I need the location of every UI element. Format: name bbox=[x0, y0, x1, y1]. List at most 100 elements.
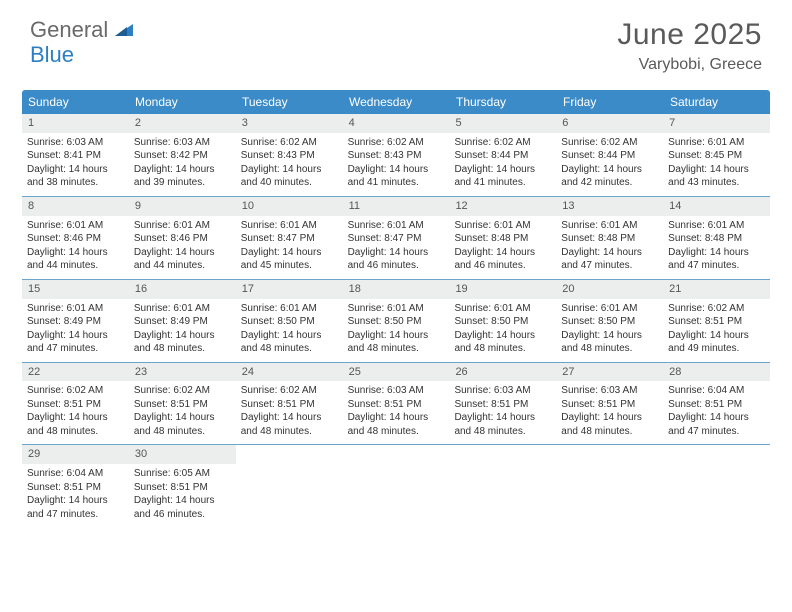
sunrise-line: Sunrise: 6:01 AM bbox=[561, 302, 658, 316]
sunrise-line: Sunrise: 6:01 AM bbox=[348, 219, 445, 233]
sunrise-line: Sunrise: 6:01 AM bbox=[668, 136, 765, 150]
day-body: Sunrise: 6:02 AMSunset: 8:51 PMDaylight:… bbox=[22, 384, 129, 438]
sunset-line: Sunset: 8:50 PM bbox=[241, 315, 338, 329]
sunset-line: Sunset: 8:48 PM bbox=[454, 232, 551, 246]
daylight-line: Daylight: 14 hours and 44 minutes. bbox=[27, 246, 124, 273]
sunset-line: Sunset: 8:47 PM bbox=[348, 232, 445, 246]
daylight-line: Daylight: 14 hours and 41 minutes. bbox=[348, 163, 445, 190]
day-number: 29 bbox=[22, 445, 129, 464]
daylight-line: Daylight: 14 hours and 45 minutes. bbox=[241, 246, 338, 273]
sunrise-line: Sunrise: 6:03 AM bbox=[348, 384, 445, 398]
day-body: Sunrise: 6:01 AMSunset: 8:50 PMDaylight:… bbox=[449, 302, 556, 356]
sunset-line: Sunset: 8:44 PM bbox=[454, 149, 551, 163]
day-body: Sunrise: 6:03 AMSunset: 8:51 PMDaylight:… bbox=[449, 384, 556, 438]
sunrise-line: Sunrise: 6:01 AM bbox=[241, 219, 338, 233]
day-number: 10 bbox=[236, 197, 343, 216]
month-title: June 2025 bbox=[617, 18, 762, 52]
day-number: 6 bbox=[556, 114, 663, 133]
sunrise-line: Sunrise: 6:01 AM bbox=[348, 302, 445, 316]
day-cell: 4Sunrise: 6:02 AMSunset: 8:43 PMDaylight… bbox=[343, 114, 450, 196]
day-body: Sunrise: 6:01 AMSunset: 8:48 PMDaylight:… bbox=[449, 219, 556, 273]
weekday-header: Sunday bbox=[22, 90, 129, 114]
daylight-line: Daylight: 14 hours and 43 minutes. bbox=[668, 163, 765, 190]
daylight-line: Daylight: 14 hours and 48 minutes. bbox=[134, 329, 231, 356]
weekday-header: Monday bbox=[129, 90, 236, 114]
daylight-line: Daylight: 14 hours and 44 minutes. bbox=[134, 246, 231, 273]
sunrise-line: Sunrise: 6:01 AM bbox=[27, 302, 124, 316]
day-cell: 3 Sunrise: 6:02 AMSunset: 8:43 PMDaylight… bbox=[236, 114, 343, 196]
day-cell: 1 Sunrise: 6:03 AMSunset: 8:41 PMDaylight… bbox=[22, 114, 129, 196]
day-body: Sunrise: 6:01 AMSunset: 8:46 PMDaylight:… bbox=[22, 219, 129, 273]
day-cell: . bbox=[343, 445, 450, 527]
sunrise-line: Sunrise: 6:03 AM bbox=[454, 384, 551, 398]
day-body: Sunrise: 6:01 AMSunset: 8:47 PMDaylight:… bbox=[236, 219, 343, 273]
logo-text-1: General bbox=[30, 17, 108, 42]
sunrise-line: Sunrise: 6:01 AM bbox=[454, 219, 551, 233]
daylight-line: Daylight: 14 hours and 42 minutes. bbox=[561, 163, 658, 190]
day-number: 9 bbox=[129, 197, 236, 216]
sunset-line: Sunset: 8:51 PM bbox=[134, 398, 231, 412]
day-cell: 22 Sunrise: 6:02 AMSunset: 8:51 PMDayligh… bbox=[22, 363, 129, 445]
day-cell: 9 Sunrise: 6:01 AMSunset: 8:46 PMDaylight… bbox=[129, 197, 236, 279]
sunset-line: Sunset: 8:46 PM bbox=[27, 232, 124, 246]
day-cell: 5Sunrise: 6:02 AMSunset: 8:44 PMDaylight… bbox=[449, 114, 556, 196]
weekday-header: Thursday bbox=[450, 90, 557, 114]
sunset-line: Sunset: 8:45 PM bbox=[668, 149, 765, 163]
daylight-line: Daylight: 14 hours and 46 minutes. bbox=[348, 246, 445, 273]
daylight-line: Daylight: 14 hours and 48 minutes. bbox=[454, 329, 551, 356]
sunset-line: Sunset: 8:43 PM bbox=[241, 149, 338, 163]
daylight-line: Daylight: 14 hours and 48 minutes. bbox=[134, 411, 231, 438]
week-row: 29Sunrise: 6:04 AMSunset: 8:51 PMDayligh… bbox=[22, 445, 770, 527]
day-cell: 16Sunrise: 6:01 AMSunset: 8:49 PMDayligh… bbox=[129, 280, 236, 362]
day-number: 26 bbox=[449, 363, 556, 382]
daylight-line: Daylight: 14 hours and 47 minutes. bbox=[668, 246, 765, 273]
sunset-line: Sunset: 8:51 PM bbox=[241, 398, 338, 412]
sunset-line: Sunset: 8:51 PM bbox=[668, 398, 765, 412]
logo-triangle-icon bbox=[111, 18, 135, 41]
daylight-line: Daylight: 14 hours and 46 minutes. bbox=[134, 494, 231, 521]
daylight-line: Daylight: 14 hours and 48 minutes. bbox=[27, 411, 124, 438]
day-body: Sunrise: 6:02 AMSunset: 8:44 PMDaylight:… bbox=[449, 136, 556, 190]
day-number: 4 bbox=[343, 114, 450, 133]
sunset-line: Sunset: 8:41 PM bbox=[27, 149, 124, 163]
day-number: 20 bbox=[556, 280, 663, 299]
weekday-header: Saturday bbox=[664, 90, 770, 114]
day-body: Sunrise: 6:04 AMSunset: 8:51 PMDaylight:… bbox=[663, 384, 770, 438]
sunset-line: Sunset: 8:49 PM bbox=[134, 315, 231, 329]
day-number: 23 bbox=[129, 363, 236, 382]
day-body: Sunrise: 6:03 AMSunset: 8:41 PMDaylight:… bbox=[22, 136, 129, 190]
daylight-line: Daylight: 14 hours and 48 minutes. bbox=[561, 329, 658, 356]
sunset-line: Sunset: 8:49 PM bbox=[27, 315, 124, 329]
sunrise-line: Sunrise: 6:04 AM bbox=[27, 467, 124, 481]
day-number: 3 bbox=[236, 114, 343, 133]
day-number: 21 bbox=[663, 280, 770, 299]
sunset-line: Sunset: 8:51 PM bbox=[561, 398, 658, 412]
day-cell: . bbox=[556, 445, 663, 527]
daylight-line: Daylight: 14 hours and 48 minutes. bbox=[561, 411, 658, 438]
logo: GeneralBlue bbox=[30, 18, 135, 66]
day-body: Sunrise: 6:02 AMSunset: 8:43 PMDaylight:… bbox=[236, 136, 343, 190]
day-body: Sunrise: 6:01 AMSunset: 8:50 PMDaylight:… bbox=[343, 302, 450, 356]
day-number: 2 bbox=[129, 114, 236, 133]
location-label: Varybobi, Greece bbox=[617, 56, 762, 74]
day-body: Sunrise: 6:03 AMSunset: 8:42 PMDaylight:… bbox=[129, 136, 236, 190]
day-number: 1 bbox=[22, 114, 129, 133]
day-body: Sunrise: 6:02 AMSunset: 8:51 PMDaylight:… bbox=[663, 302, 770, 356]
day-body: Sunrise: 6:03 AMSunset: 8:51 PMDaylight:… bbox=[556, 384, 663, 438]
day-number: 14 bbox=[663, 197, 770, 216]
day-number: 18 bbox=[343, 280, 450, 299]
sunrise-line: Sunrise: 6:03 AM bbox=[27, 136, 124, 150]
weekday-header: Friday bbox=[557, 90, 664, 114]
day-body: Sunrise: 6:02 AMSunset: 8:44 PMDaylight:… bbox=[556, 136, 663, 190]
week-row: 1Sunrise: 6:03 AMSunset: 8:41 PMDaylight… bbox=[22, 114, 770, 197]
day-body: Sunrise: 6:01 AMSunset: 8:49 PMDaylight:… bbox=[129, 302, 236, 356]
weekday-header: Wednesday bbox=[343, 90, 450, 114]
sunrise-line: Sunrise: 6:02 AM bbox=[27, 384, 124, 398]
day-body: Sunrise: 6:01 AMSunset: 8:49 PMDaylight:… bbox=[22, 302, 129, 356]
day-body: Sunrise: 6:01 AMSunset: 8:46 PMDaylight:… bbox=[129, 219, 236, 273]
sunrise-line: Sunrise: 6:02 AM bbox=[134, 384, 231, 398]
sunrise-line: Sunrise: 6:02 AM bbox=[454, 136, 551, 150]
day-number: 22 bbox=[22, 363, 129, 382]
day-cell: 28Sunrise: 6:04 AMSunset: 8:51 PMDayligh… bbox=[663, 363, 770, 445]
sunrise-line: Sunrise: 6:02 AM bbox=[668, 302, 765, 316]
